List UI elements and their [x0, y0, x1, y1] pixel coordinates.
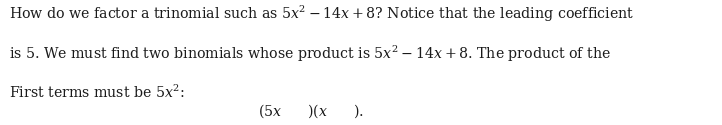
- Text: is 5. We must find two binomials whose product is $5x^2 - 14x + 8$. The product : is 5. We must find two binomials whose p…: [9, 44, 611, 64]
- Text: $(5x\quad\ \ \ )(x\quad\ \ \ ).$: $(5x\quad\ \ \ )(x\quad\ \ \ ).$: [258, 102, 363, 120]
- Text: How do we factor a trinomial such as $5x^2 - 14x + 8$? Notice that the leading c: How do we factor a trinomial such as $5x…: [9, 4, 634, 24]
- Text: First terms must be $5x^2$:: First terms must be $5x^2$:: [9, 84, 185, 101]
